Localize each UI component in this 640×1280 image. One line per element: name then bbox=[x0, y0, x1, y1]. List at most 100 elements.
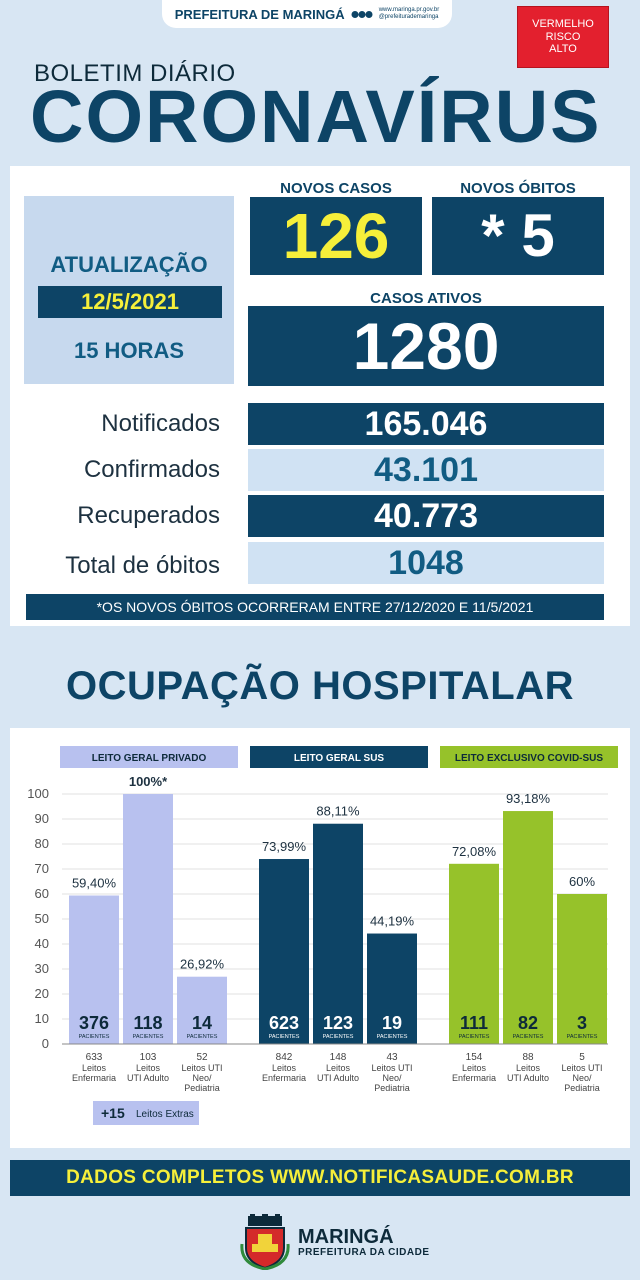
bar-beds: 52 bbox=[196, 1052, 208, 1063]
bar-patients-label: PACIENTES bbox=[459, 1034, 490, 1040]
bar-value-label: 59,40% bbox=[72, 876, 117, 891]
active-cases-label: CASOS ATIVOS bbox=[370, 290, 482, 307]
bar-desc: Leitos bbox=[272, 1063, 297, 1073]
bar-desc: Neo/ bbox=[572, 1073, 592, 1083]
update-hour: 15 HORAS bbox=[73, 338, 185, 363]
group-header-label: LEITO GERAL SUS bbox=[294, 753, 385, 764]
update-date: 12/5/2021 bbox=[38, 286, 222, 318]
social-links: www.maringa.pr.gov.br @prefeiturademarin… bbox=[379, 7, 440, 20]
section-title: OCUPAÇÃO HOSPITALAR bbox=[65, 664, 574, 708]
bar bbox=[503, 811, 553, 1044]
y-tick-label: 10 bbox=[35, 1011, 49, 1026]
bar-desc: Leitos bbox=[136, 1063, 161, 1073]
bar-beds: 633 bbox=[86, 1052, 103, 1063]
bar-desc: Pediatria bbox=[184, 1083, 220, 1093]
group-header bbox=[440, 746, 618, 768]
bar-patients-label: PACIENTES bbox=[269, 1034, 300, 1040]
y-tick-label: 20 bbox=[35, 986, 49, 1001]
stat-value-confirmados: 43.101 bbox=[248, 449, 604, 491]
bar-desc: Neo/ bbox=[382, 1073, 402, 1083]
stat-label-recuperados: Recuperados bbox=[77, 502, 220, 529]
bar bbox=[177, 976, 227, 1044]
bar-beds: 148 bbox=[330, 1052, 347, 1063]
bar-desc: Leitos UTI bbox=[181, 1063, 222, 1073]
bar-patients: 111 bbox=[460, 1013, 488, 1033]
bar-patients: 14 bbox=[192, 1013, 212, 1033]
bar bbox=[123, 794, 173, 1044]
new-cases-value: 126 bbox=[250, 197, 422, 275]
prefeitura-label: PREFEITURA DE MARINGÁ bbox=[174, 6, 345, 22]
header-bar: PREFEITURA DE MARINGÁ www.maringa.pr.gov… bbox=[162, 0, 452, 28]
group-header-label: LEITO EXCLUSIVO COVID-SUS bbox=[455, 753, 603, 764]
bar bbox=[259, 859, 309, 1044]
bar-desc: Leitos UTI bbox=[371, 1063, 412, 1073]
bar-value-label: 60% bbox=[569, 874, 595, 889]
logo-subtitle: PREFEITURA DA CIDADE bbox=[298, 1246, 430, 1258]
bar bbox=[449, 863, 499, 1044]
risk-line-3: ALTO bbox=[549, 43, 577, 56]
new-deaths-value: * 5 bbox=[432, 197, 604, 275]
main-title: CORONAVÍRUS bbox=[30, 75, 602, 158]
site-url: www.maringa.pr.gov.br bbox=[378, 7, 440, 14]
extra-beds-number: +15 bbox=[101, 1105, 125, 1121]
bar-desc: Neo/ bbox=[192, 1073, 212, 1083]
bar bbox=[367, 933, 417, 1044]
bar-patients-label: PACIENTES bbox=[79, 1034, 110, 1040]
risk-line-1: VERMELHO bbox=[532, 18, 594, 31]
y-tick-label: 60 bbox=[35, 886, 49, 901]
bar-patients: 123 bbox=[323, 1013, 353, 1033]
social-icons bbox=[351, 10, 373, 19]
bar-desc: UTI Adulto bbox=[317, 1073, 359, 1083]
stat-label-notificados: Notificados bbox=[101, 410, 220, 437]
bar-value-label: 44,19% bbox=[370, 914, 415, 929]
bar-desc: Enfermaria bbox=[262, 1073, 306, 1083]
bar-patients: 376 bbox=[79, 1013, 109, 1033]
bar-beds: 5 bbox=[579, 1052, 585, 1063]
bar-desc: Leitos bbox=[82, 1063, 107, 1073]
y-tick-label: 100 bbox=[27, 786, 49, 801]
stat-value-notificados: 165.046 bbox=[248, 403, 604, 445]
bar bbox=[557, 894, 607, 1044]
bar-patients-label: PACIENTES bbox=[323, 1034, 354, 1040]
bar-desc: Enfermaria bbox=[452, 1073, 496, 1083]
y-tick-label: 0 bbox=[42, 1036, 49, 1051]
bar-desc: Enfermaria bbox=[72, 1073, 116, 1083]
logo-name: MARINGÁ bbox=[298, 1225, 394, 1248]
bar-patients: 623 bbox=[269, 1013, 299, 1033]
bar-beds: 842 bbox=[276, 1052, 293, 1063]
extra-beds-badge bbox=[93, 1101, 199, 1125]
new-cases-label: NOVOS CASOS bbox=[280, 180, 392, 197]
bar bbox=[313, 823, 363, 1044]
bar-value-label: 100%* bbox=[129, 774, 168, 789]
risk-line-2: RISCO bbox=[545, 30, 581, 43]
y-tick-label: 40 bbox=[35, 936, 49, 951]
y-tick-label: 80 bbox=[35, 836, 49, 851]
bar-patients-label: PACIENTES bbox=[377, 1034, 408, 1040]
bar-desc: Leitos bbox=[516, 1063, 541, 1073]
bar-patients: 19 bbox=[382, 1013, 402, 1033]
bar-desc: Leitos bbox=[462, 1063, 487, 1073]
bar-beds: 88 bbox=[522, 1052, 534, 1063]
social-handle: @prefeiturademaringa bbox=[378, 14, 439, 20]
bar-desc: UTI Adulto bbox=[127, 1073, 169, 1083]
bar-desc: Pediatria bbox=[374, 1083, 410, 1093]
bar-patients-label: PACIENTES bbox=[513, 1034, 544, 1040]
bar-value-label: 88,11% bbox=[316, 804, 360, 819]
city-crest-icon bbox=[240, 1214, 290, 1270]
y-tick-label: 30 bbox=[35, 961, 49, 976]
bar-desc: Leitos UTI bbox=[561, 1063, 602, 1073]
bar-patients: 118 bbox=[133, 1013, 162, 1033]
bar-patients: 82 bbox=[518, 1013, 538, 1033]
y-tick-label: 90 bbox=[35, 811, 49, 826]
bar-patients-label: PACIENTES bbox=[133, 1034, 164, 1040]
bar-value-label: 26,92% bbox=[180, 957, 225, 972]
group-header-label: LEITO GERAL PRIVADO bbox=[92, 753, 207, 764]
bar-patients-label: PACIENTES bbox=[187, 1034, 218, 1040]
extra-beds-text: Leitos Extras bbox=[136, 1109, 194, 1120]
bar-beds: 43 bbox=[386, 1052, 398, 1063]
stat-label-confirmados: Confirmados bbox=[83, 456, 220, 483]
footer-link[interactable]: DADOS COMPLETOS WWW.NOTIFICASAUDE.COM.BR bbox=[10, 1160, 630, 1196]
bar-desc: Pediatria bbox=[564, 1083, 600, 1093]
city-logo: MARINGÁ PREFEITURA DA CIDADE bbox=[240, 1214, 429, 1270]
bar bbox=[69, 895, 119, 1044]
